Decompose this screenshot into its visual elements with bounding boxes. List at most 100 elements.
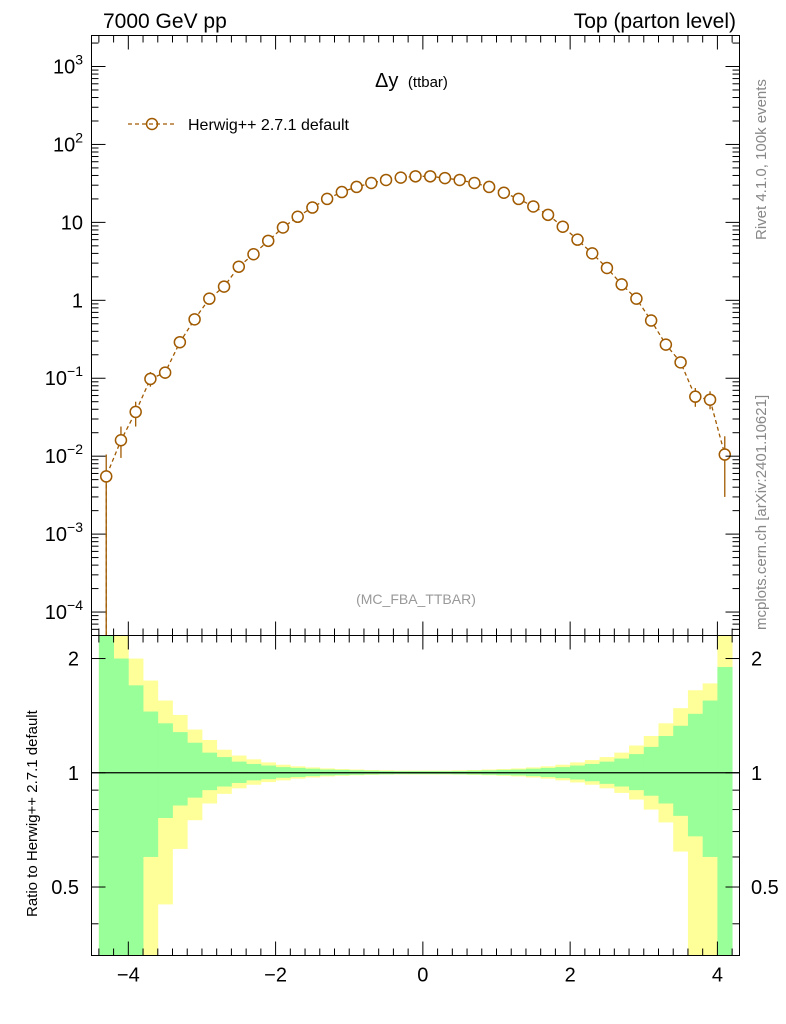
data-point [438, 171, 452, 185]
ratio-tick-label-left: 0.5 [51, 877, 79, 899]
data-point [718, 448, 732, 461]
data-point [129, 405, 142, 419]
y-tick-label-base: 1 [72, 290, 83, 312]
data-point [659, 338, 673, 351]
y-tick-label-exponent: −1 [67, 363, 83, 379]
ratio-tick-label-left: 1 [68, 763, 79, 785]
y-tick-label: 103 [53, 52, 83, 79]
ratio-band-inner [246, 763, 262, 781]
header-right: Top (parton level) [574, 10, 736, 33]
data-point [261, 234, 275, 248]
y-tick-label-base: 10 [45, 602, 67, 624]
plot-title-main: Δy [375, 70, 398, 92]
ratio-band-inner [172, 732, 188, 806]
x-tick-label: −4 [117, 965, 140, 987]
y-tick-label-exponent: 2 [75, 129, 83, 145]
data-point [600, 261, 614, 275]
plot-title-suffix: (ttbar) [408, 74, 448, 91]
data-point [703, 393, 717, 406]
data-point [630, 292, 643, 305]
main-plot-content [99, 170, 732, 636]
ratio-band-inner [128, 685, 144, 956]
ratio-tick-label-left: 2 [68, 649, 79, 671]
data-point [453, 173, 466, 187]
data-point [644, 314, 658, 327]
ratio-ylabel: Ratio to Herwig++ 2.7.1 default [24, 709, 41, 917]
data-point [158, 366, 172, 379]
y-tick-label-base: 10 [53, 134, 75, 156]
x-tick-label: 4 [712, 965, 723, 987]
data-point [689, 390, 702, 403]
data-point [247, 247, 260, 261]
legend-label: Herwig++ 2.7.1 default [188, 117, 350, 134]
data-point [571, 233, 584, 246]
data-point [423, 170, 437, 183]
x-tick-label: 0 [417, 965, 428, 987]
data-point [203, 292, 216, 305]
ratio-tick-label-right: 0.5 [751, 877, 779, 899]
side-mcplots: mcplots.cern.ch [arXiv:2401.10621] [753, 395, 770, 630]
y-tick-label: 10−3 [45, 519, 83, 546]
data-point [114, 434, 128, 447]
data-point [527, 200, 540, 213]
data-point [188, 313, 201, 326]
ratio-band-inner [113, 658, 129, 956]
data-point [99, 470, 113, 483]
data-point [674, 356, 687, 369]
header-left: 7000 GeV pp [103, 10, 227, 33]
ratio-band-inner [98, 635, 114, 956]
data-point [173, 335, 187, 349]
ratio-band-inner [187, 742, 203, 798]
ratio-band-inner [673, 725, 689, 816]
data-point [335, 185, 349, 199]
data-point [409, 170, 422, 183]
data-point [394, 171, 408, 184]
data-point [379, 173, 393, 187]
ratio-band-inner [702, 700, 718, 857]
y-tick-label-exponent: −4 [67, 597, 83, 613]
ratio-frame [91, 635, 740, 956]
data-point [232, 260, 246, 273]
y-tick-label: 10 [61, 212, 83, 234]
watermark: (MC_FBA_TTBAR) [356, 591, 476, 607]
ratio-bands [91, 635, 740, 956]
ratio-tick-label-right: 1 [751, 763, 762, 785]
y-tick-label: 10−1 [45, 363, 83, 390]
y-tick-label-base: 10 [61, 212, 83, 234]
side-rivet: Rivet 4.1.0, 100k events [753, 79, 770, 240]
ratio-band-inner [201, 752, 218, 791]
x-tick-label: 2 [565, 965, 576, 987]
ratio-band-inner [643, 746, 659, 796]
legend-marker [145, 117, 159, 131]
legend: Herwig++ 2.7.1 default [128, 117, 350, 134]
data-point [306, 201, 319, 214]
y-tick-label-exponent: −2 [67, 441, 83, 457]
data-point [585, 247, 599, 260]
ratio-band-inner [216, 757, 232, 787]
y-tick-label-base: 10 [45, 524, 67, 546]
y-tick-label: 1 [72, 290, 83, 312]
data-point [497, 186, 511, 199]
data-point [556, 220, 570, 233]
y-tick-label: 102 [53, 129, 83, 156]
ratio-tick-label-right: 2 [751, 649, 762, 671]
data-point [291, 210, 304, 224]
ratio-band-inner [629, 754, 645, 791]
data-point [144, 372, 157, 386]
y-tick-label: 10−4 [45, 597, 83, 624]
y-tick-label-base: 10 [53, 57, 75, 79]
data-point [512, 192, 525, 206]
plot-title: Δy (ttbar) [375, 70, 448, 92]
data-point [217, 280, 231, 293]
ratio-band-inner [687, 713, 704, 837]
data-point [541, 208, 555, 222]
ratio-band-inner [717, 666, 733, 956]
y-tick-label-base: 10 [45, 368, 67, 390]
ratio-band-inner [157, 723, 173, 819]
data-point [276, 221, 290, 234]
ratio-band-inner [143, 711, 159, 857]
y-tick-label-exponent: −3 [67, 519, 83, 535]
data-point [468, 176, 481, 190]
